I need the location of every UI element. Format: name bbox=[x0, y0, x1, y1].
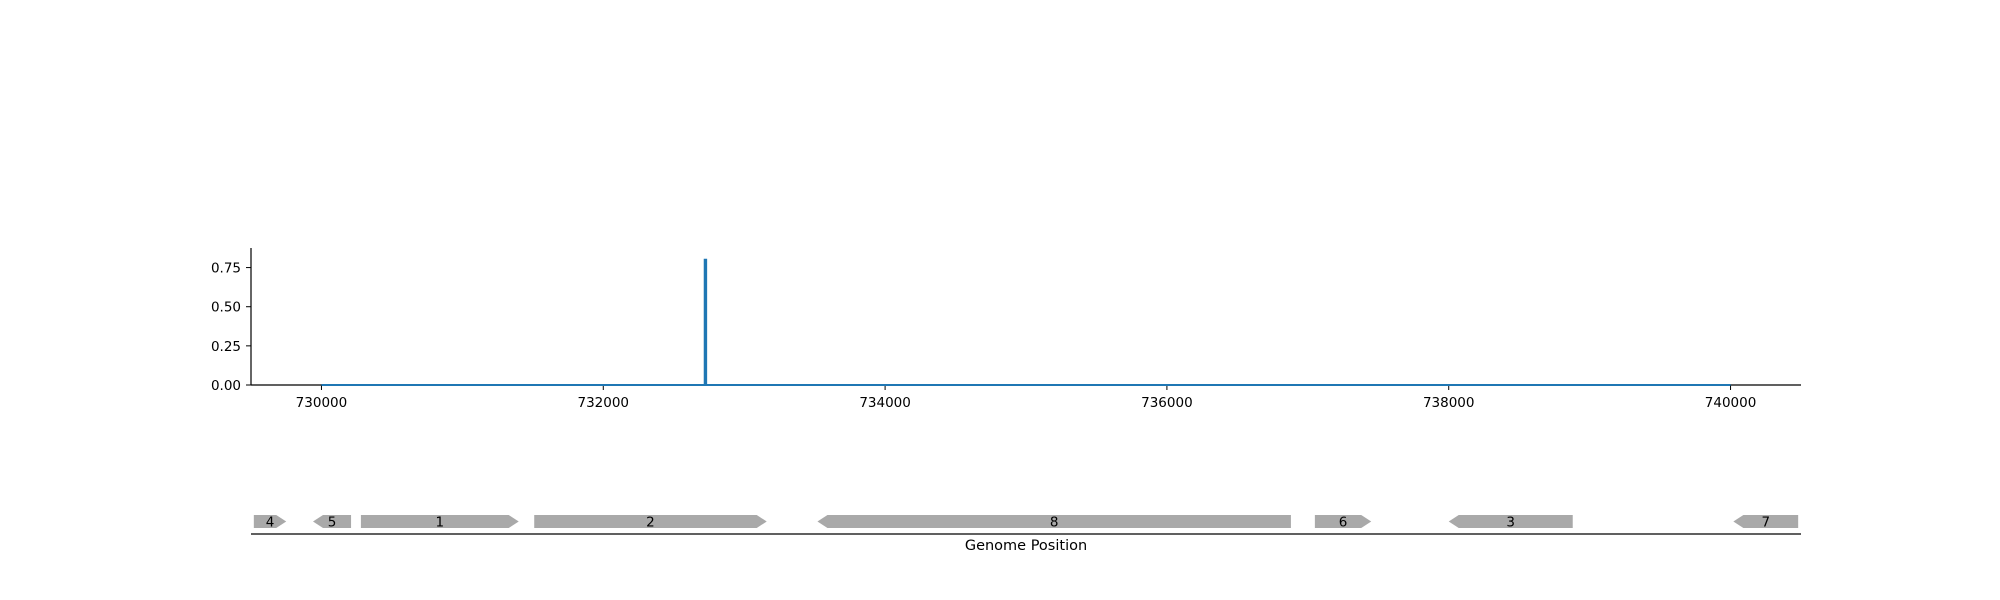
gene-label-7: 7 bbox=[1761, 515, 1770, 531]
y-tick-label: 0.75 bbox=[211, 261, 241, 277]
gene-label-3: 3 bbox=[1506, 515, 1515, 531]
gene-label-2: 2 bbox=[646, 515, 655, 531]
x-tick-label: 730000 bbox=[296, 395, 348, 411]
gene-label-1: 1 bbox=[436, 515, 445, 531]
gene-arrow-6 bbox=[1314, 515, 1372, 528]
gene-arrow-7 bbox=[1733, 515, 1799, 528]
gene-arrow-4 bbox=[253, 515, 287, 528]
x-tick-label: 740000 bbox=[1705, 395, 1757, 411]
y-tick-label: 0.50 bbox=[211, 300, 241, 316]
gene-label-8: 8 bbox=[1050, 515, 1059, 531]
x-tick-label: 732000 bbox=[577, 395, 629, 411]
gene-arrow-8 bbox=[817, 515, 1291, 528]
signal-plot: 0.00 0.25 0.50 0.75 730000 732000 734000 73600… bbox=[211, 248, 1801, 411]
genes: 4 5 1 2 8 6 3 7 bbox=[253, 515, 1799, 531]
x-ticks: 730000 732000 734000 736000 738000 740000 bbox=[296, 385, 1757, 411]
gene-arrow-2 bbox=[534, 515, 767, 528]
gene-label-6: 6 bbox=[1339, 515, 1348, 531]
gene-arrow-1 bbox=[360, 515, 519, 528]
y-ticks: 0.00 0.25 0.50 0.75 bbox=[211, 261, 251, 394]
x-tick-label: 738000 bbox=[1423, 395, 1475, 411]
gene-track: 4 5 1 2 8 6 3 7 Genome Position bbox=[251, 515, 1801, 554]
gene-label-5: 5 bbox=[328, 515, 337, 531]
x-tick-label: 734000 bbox=[859, 395, 911, 411]
x-tick-label: 736000 bbox=[1141, 395, 1193, 411]
y-tick-label: 0.00 bbox=[211, 378, 241, 394]
gene-arrow-5 bbox=[313, 515, 352, 528]
series-lines bbox=[321, 258, 1731, 386]
y-tick-label: 0.25 bbox=[211, 339, 241, 355]
series-line-0 bbox=[321, 258, 1731, 386]
gene-label-4: 4 bbox=[266, 515, 275, 531]
gene-arrow-3 bbox=[1448, 515, 1573, 528]
x-axis-title: Genome Position bbox=[965, 538, 1087, 554]
